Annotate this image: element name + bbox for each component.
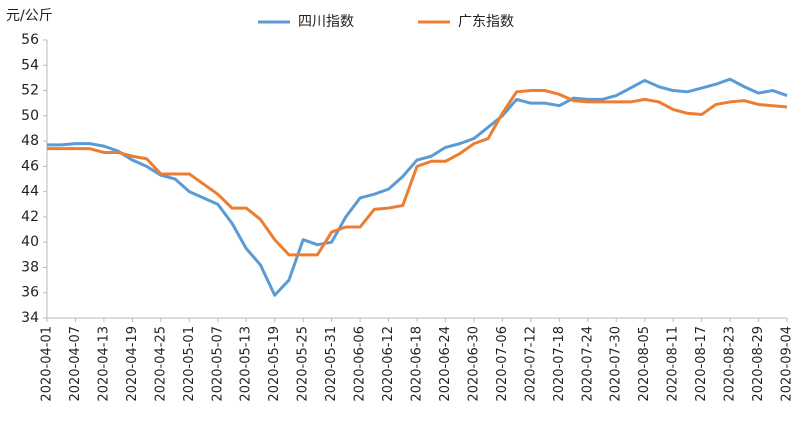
x-tick-label: 2020-06-24 (438, 326, 453, 402)
y-tick-label: 54 (21, 57, 39, 73)
y-tick-label: 40 (21, 234, 39, 250)
y-tick-label: 52 (21, 83, 39, 99)
series-line (47, 89, 788, 257)
y-axis-label: 元/公斤 (6, 8, 53, 24)
x-tick-label: 2020-06-18 (410, 326, 425, 402)
x-tick-label: 2020-08-17 (694, 326, 709, 402)
x-tick-label: 2020-04-13 (96, 326, 111, 402)
x-tick-label: 2020-08-11 (666, 326, 681, 402)
y-tick-label: 48 (21, 133, 39, 149)
y-tick-label: 36 (21, 285, 39, 301)
x-tick-label: 2020-05-25 (296, 326, 311, 402)
x-tick-label: 2020-04-25 (153, 326, 168, 402)
x-tick-label: 2020-08-05 (637, 326, 652, 402)
y-tick-label: 42 (21, 209, 39, 225)
legend-label: 四川指数 (298, 14, 354, 30)
x-tick-label: 2020-04-19 (125, 326, 140, 402)
x-tick-label: 2020-06-30 (466, 326, 481, 402)
y-tick-label: 34 (21, 310, 39, 326)
legend-label: 广东指数 (458, 14, 514, 30)
series-line (47, 77, 788, 297)
x-tick-label: 2020-05-01 (182, 326, 197, 402)
x-tick-label: 2020-06-06 (353, 326, 368, 402)
x-tick-label: 2020-07-24 (580, 326, 595, 402)
x-tick-label: 2020-09-04 (780, 326, 795, 402)
x-tick-label: 2020-05-07 (210, 326, 225, 402)
x-tick-label: 2020-07-06 (495, 326, 510, 402)
y-tick-label: 50 (21, 108, 39, 124)
x-tick-label: 2020-05-19 (267, 326, 282, 402)
x-tick-label: 2020-07-18 (552, 326, 567, 402)
y-tick-label: 56 (21, 32, 39, 48)
x-tick-label: 2020-08-23 (723, 326, 738, 402)
x-tick-label: 2020-08-29 (751, 326, 766, 402)
x-tick-label: 2020-05-31 (324, 326, 339, 402)
y-tick-label: 44 (21, 184, 39, 200)
y-tick-label: 38 (21, 259, 39, 275)
x-tick-label: 2020-07-12 (523, 326, 538, 402)
y-tick-label: 46 (21, 158, 39, 174)
x-tick-label: 2020-06-12 (381, 326, 396, 402)
x-tick-label: 2020-04-01 (40, 326, 55, 402)
x-tick-label: 2020-07-30 (609, 326, 624, 402)
x-tick-label: 2020-05-13 (239, 326, 254, 402)
x-tick-label: 2020-04-07 (68, 326, 83, 402)
